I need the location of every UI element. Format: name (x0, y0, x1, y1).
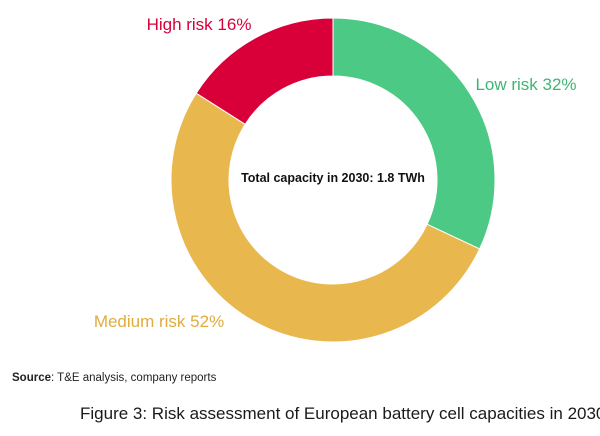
label-medium-risk: Medium risk 52% (94, 312, 224, 331)
label-low-risk: Low risk 32% (475, 75, 576, 94)
slice-medium-risk (170, 92, 481, 343)
donut-chart: Low risk 32% Medium risk 52% High risk 16%… (94, 15, 577, 343)
source-note: Source: T&E analysis, company reports (12, 372, 216, 384)
slice-high-risk (195, 17, 334, 125)
donut-slices (170, 17, 496, 343)
source-prefix: Source (12, 372, 51, 384)
label-high-risk: High risk 16% (147, 15, 252, 34)
figure-caption: Figure 3: Risk assessment of European ba… (80, 404, 600, 423)
slice-low-risk (332, 17, 496, 250)
source-text: : T&E analysis, company reports (51, 372, 217, 384)
center-total-capacity: Total capacity in 2030: 1.8 TWh (241, 171, 425, 185)
slice-labels: Low risk 32% Medium risk 52% High risk 16% (94, 15, 577, 331)
